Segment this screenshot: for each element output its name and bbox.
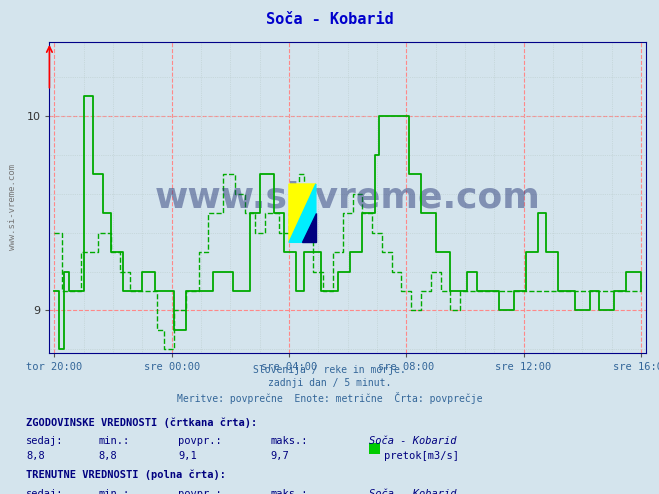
Text: maks.:: maks.: <box>270 436 308 446</box>
Text: Soča - Kobarid: Soča - Kobarid <box>369 436 457 446</box>
Text: www.si-vreme.com: www.si-vreme.com <box>155 181 540 214</box>
Text: povpr.:: povpr.: <box>178 489 221 494</box>
Text: Soča - Kobarid: Soča - Kobarid <box>369 489 457 494</box>
Text: 9,7: 9,7 <box>270 451 289 461</box>
Text: min.:: min.: <box>99 436 130 446</box>
Text: 8,8: 8,8 <box>99 451 117 461</box>
Text: ZGODOVINSKE VREDNOSTI (črtkana črta):: ZGODOVINSKE VREDNOSTI (črtkana črta): <box>26 417 258 428</box>
Text: sedaj:: sedaj: <box>26 436 64 446</box>
Text: pretok[m3/s]: pretok[m3/s] <box>384 451 459 461</box>
Text: 8,8: 8,8 <box>26 451 45 461</box>
Polygon shape <box>289 184 316 243</box>
Text: Soča - Kobarid: Soča - Kobarid <box>266 12 393 27</box>
Text: www.si-vreme.com: www.si-vreme.com <box>8 165 17 250</box>
Text: Slovenija / reke in morje.: Slovenija / reke in morje. <box>253 365 406 374</box>
Polygon shape <box>302 213 316 243</box>
Text: povpr.:: povpr.: <box>178 436 221 446</box>
Text: zadnji dan / 5 minut.: zadnji dan / 5 minut. <box>268 378 391 388</box>
Text: TRENUTNE VREDNOSTI (polna črta):: TRENUTNE VREDNOSTI (polna črta): <box>26 470 226 480</box>
Text: min.:: min.: <box>99 489 130 494</box>
Text: maks.:: maks.: <box>270 489 308 494</box>
Text: 9,1: 9,1 <box>178 451 196 461</box>
Polygon shape <box>289 184 316 243</box>
Text: Meritve: povprečne  Enote: metrične  Črta: povprečje: Meritve: povprečne Enote: metrične Črta:… <box>177 392 482 404</box>
Text: sedaj:: sedaj: <box>26 489 64 494</box>
